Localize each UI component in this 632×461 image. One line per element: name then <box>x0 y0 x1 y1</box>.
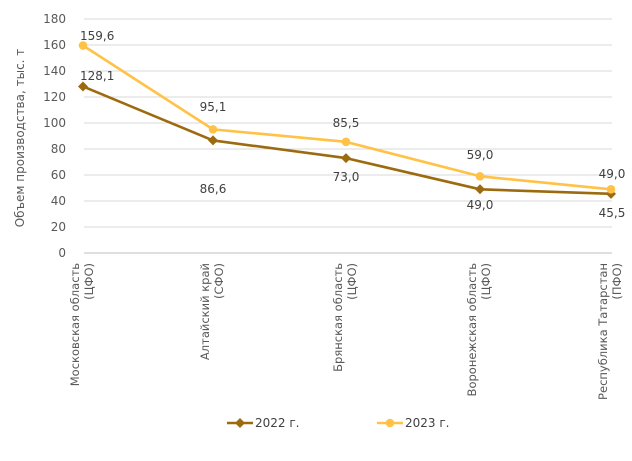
x-category-line: (СФО) <box>212 263 226 299</box>
legend: 2022 г. 2023 г. <box>227 416 449 430</box>
data-label: 45,5 <box>599 206 626 220</box>
y-axis-title: Объем производства, тыс. т <box>13 49 27 228</box>
y-tick-label: 120 <box>43 90 66 104</box>
x-category-line: (ПФО) <box>610 263 624 300</box>
y-tick-label: 140 <box>43 64 66 78</box>
data-point <box>78 81 88 92</box>
series-layer <box>78 41 616 199</box>
data-point <box>475 172 485 181</box>
data-label: 95,1 <box>200 100 227 114</box>
x-category-line: (ЦФО) <box>345 263 359 300</box>
data-label: 49,0 <box>467 198 494 212</box>
data-point <box>606 185 616 194</box>
y-tick-label: 180 <box>43 12 66 26</box>
legend-label: 2023 г. <box>405 416 449 430</box>
x-category-line: (ЦФО) <box>82 263 96 300</box>
y-tick-label: 40 <box>51 194 66 208</box>
x-category-label: Алтайский край (СФО) <box>198 263 226 360</box>
data-point <box>208 125 218 134</box>
data-point <box>475 184 485 195</box>
data-point <box>78 41 88 50</box>
x-axis-categories: Московская область (ЦФО) Алтайский край (СФ… <box>68 263 624 400</box>
legend-label: 2022 г. <box>255 416 299 430</box>
y-tick-label: 60 <box>51 168 66 182</box>
x-category-line: Алтайский край <box>198 263 212 360</box>
data-label: 49,0 <box>599 167 626 181</box>
x-category-line: Республика Татарстан <box>596 263 610 400</box>
y-tick-label: 80 <box>51 142 66 156</box>
y-axis-ticks: 0 20 40 60 80 100 120 140 160 180 <box>43 12 66 260</box>
x-category-line: Брянская область <box>331 263 345 372</box>
legend-marker <box>235 418 245 428</box>
data-label: 73,0 <box>333 170 360 184</box>
data-labels: 128,1 86,6 73,0 49,0 45,5 159,6 95,1 85,5 59,0 49… <box>80 29 625 220</box>
data-label: 86,6 <box>200 182 227 196</box>
data-label: 128,1 <box>80 69 114 83</box>
data-label: 159,6 <box>80 29 114 43</box>
x-category-line: (ЦФО) <box>479 263 493 300</box>
y-tick-label: 0 <box>58 246 66 260</box>
y-tick-label: 20 <box>51 220 66 234</box>
x-category-label: Республика Татарстан (ПФО) <box>596 263 624 400</box>
data-point <box>341 153 351 164</box>
x-category-line: Московская область <box>68 263 82 386</box>
x-category-label: Брянская область (ЦФО) <box>331 263 359 372</box>
data-point <box>341 137 351 147</box>
data-label: 59,0 <box>467 148 494 162</box>
gridlines <box>84 18 612 254</box>
data-label: 85,5 <box>333 116 360 130</box>
x-category-label: Московская область (ЦФО) <box>68 263 96 386</box>
legend-marker <box>385 418 395 428</box>
x-category-label: Воронежская область (ЦФО) <box>465 263 493 397</box>
y-tick-label: 160 <box>43 38 66 52</box>
data-point <box>208 135 218 146</box>
y-tick-label: 100 <box>43 116 66 130</box>
x-category-line: Воронежская область <box>465 263 479 397</box>
